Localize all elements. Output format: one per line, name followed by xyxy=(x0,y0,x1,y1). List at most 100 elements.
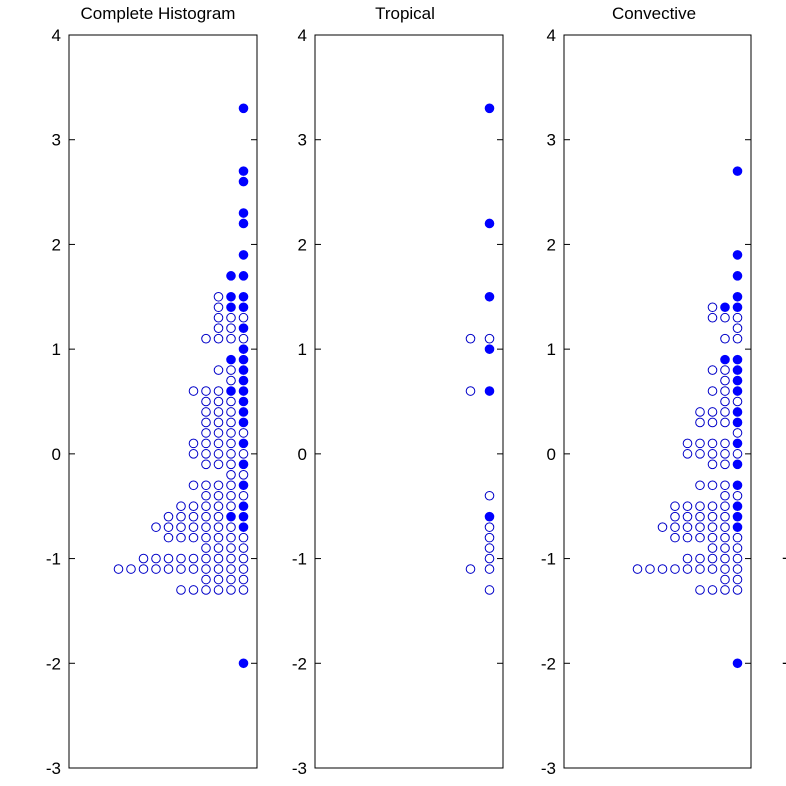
data-point-open xyxy=(201,511,211,522)
data-point-filled xyxy=(238,365,249,375)
data-point-open xyxy=(484,553,495,564)
data-point-open xyxy=(213,553,224,564)
data-point-open xyxy=(226,333,236,344)
data-point-open xyxy=(213,449,224,459)
data-point-open xyxy=(201,532,211,543)
data-point-open xyxy=(226,417,236,428)
data-point-open xyxy=(163,564,174,574)
data-point-open xyxy=(226,396,236,407)
data-point-open xyxy=(720,522,730,532)
data-point-filled xyxy=(238,375,249,386)
data-point-open xyxy=(201,564,211,574)
data-point-filled xyxy=(720,302,730,313)
panel-complete-histogram: Complete Histogram 4 3 2 1 0 -1 -2 -3 xyxy=(46,4,258,778)
data-point-open xyxy=(238,564,249,574)
data-point-open xyxy=(213,532,224,543)
axes-box xyxy=(68,34,258,769)
data-point-open xyxy=(465,564,476,574)
data-point-open xyxy=(707,553,718,564)
data-point-filled xyxy=(226,511,236,522)
data-point-open xyxy=(707,511,718,522)
data-point-open xyxy=(720,532,730,543)
y-tick-label: -1 xyxy=(46,550,61,569)
data-point-open xyxy=(720,312,730,323)
data-point-open xyxy=(138,553,149,564)
data-point-open xyxy=(707,585,718,595)
data-point-filled xyxy=(238,396,249,407)
data-point-open xyxy=(226,470,236,480)
data-point-open xyxy=(238,333,249,344)
data-point-open xyxy=(695,449,705,459)
data-point-open xyxy=(201,449,211,459)
data-point-filled xyxy=(732,375,743,386)
data-point-open xyxy=(226,480,236,491)
data-point-open xyxy=(188,438,199,449)
data-point-open xyxy=(176,553,186,564)
data-point-filled xyxy=(238,103,249,114)
y-tick-label: -3 xyxy=(46,759,61,778)
data-point-filled xyxy=(226,291,236,302)
y-tick-label: 3 xyxy=(547,131,556,150)
data-point-open xyxy=(213,417,224,428)
data-point-open xyxy=(484,564,495,574)
data-point-open xyxy=(707,438,718,449)
data-point-filled xyxy=(484,511,495,522)
data-point-open xyxy=(176,564,186,574)
data-point-open xyxy=(151,522,161,532)
y-tick-label: 1 xyxy=(52,340,61,359)
data-point-open xyxy=(720,585,730,595)
partial-tick-label: - xyxy=(782,653,786,672)
data-point-open xyxy=(670,532,680,543)
data-point-filled xyxy=(238,176,249,187)
data-point-open xyxy=(238,449,249,459)
y-tick-label: 4 xyxy=(547,26,556,45)
data-point-open xyxy=(707,564,718,574)
data-point-open xyxy=(201,386,211,396)
data-point-filled xyxy=(732,291,743,302)
data-point-open xyxy=(151,564,161,574)
data-point-open xyxy=(695,417,705,428)
y-tick-label: 4 xyxy=(52,26,61,45)
data-point-open xyxy=(732,490,743,501)
data-point-open xyxy=(226,375,236,386)
data-point-filled xyxy=(732,250,743,260)
data-point-open xyxy=(201,490,211,501)
data-point-open xyxy=(732,553,743,564)
data-point-open xyxy=(213,480,224,491)
data-point-open xyxy=(720,407,730,417)
y-tick-label: 0 xyxy=(52,445,61,464)
data-point-filled xyxy=(226,386,236,396)
next-panel-partial-ticks: - - xyxy=(782,548,786,672)
data-point-open xyxy=(632,564,643,574)
axes-box xyxy=(563,34,752,769)
data-point-filled xyxy=(732,386,743,396)
data-point-open xyxy=(484,532,495,543)
data-point-filled xyxy=(238,480,249,491)
data-point-open xyxy=(707,312,718,323)
data-point-open xyxy=(682,438,693,449)
data-point-open xyxy=(113,564,124,574)
data-point-open xyxy=(465,386,476,396)
panel-tropical: Tropical 4 3 2 1 0 -1 -2 -3 xyxy=(292,4,504,778)
data-point-open xyxy=(720,438,730,449)
data-point-open xyxy=(732,323,743,334)
panel-title: Tropical xyxy=(375,4,435,23)
data-point-open xyxy=(226,532,236,543)
data-point-open xyxy=(484,333,495,344)
data-point-filled xyxy=(238,501,249,512)
data-point-open xyxy=(226,365,236,375)
data-point-open xyxy=(484,522,495,532)
data-point-open xyxy=(201,333,211,344)
data-point-open xyxy=(732,543,743,553)
data-point-open xyxy=(720,564,730,574)
data-point-filled xyxy=(484,386,495,396)
data-point-open xyxy=(226,438,236,449)
data-point-open xyxy=(213,564,224,574)
data-point-open xyxy=(238,543,249,553)
data-point-open xyxy=(720,386,730,396)
data-point-open xyxy=(176,522,186,532)
data-point-open xyxy=(188,532,199,543)
data-point-filled xyxy=(238,344,249,354)
data-point-open xyxy=(707,543,718,553)
